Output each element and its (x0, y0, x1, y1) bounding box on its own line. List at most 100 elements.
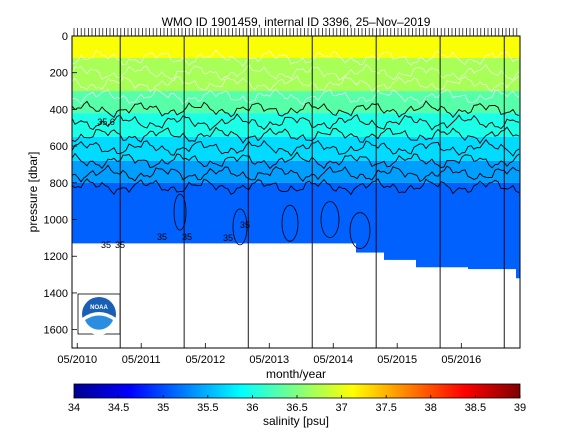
salinity-cell (228, 91, 233, 114)
salinity-cell (148, 58, 153, 92)
salinity-cell (312, 160, 317, 183)
salinity-cell (144, 136, 149, 161)
salinity-cell (408, 160, 413, 183)
salinity-cell (508, 160, 513, 183)
salinity-cell (192, 160, 197, 183)
salinity-cell (172, 113, 177, 137)
salinity-cell (80, 113, 85, 137)
salinity-cell (164, 182, 169, 244)
contour-loop (349, 212, 371, 249)
colorbar-tick-label: 36 (246, 402, 258, 414)
salinity-cell (276, 91, 281, 114)
salinity-cell (136, 182, 141, 244)
contour-labels: 35.6 35 35 35 35 35 35 (97, 117, 250, 250)
salinity-cell (124, 160, 129, 183)
salinity-cell (396, 36, 401, 59)
salinity-cell (244, 160, 249, 183)
y-axis-label: pressure [dbar] (26, 152, 40, 233)
salinity-cell (420, 160, 425, 183)
salinity-cell (84, 160, 89, 183)
salinity-cell (244, 36, 249, 59)
salinity-cell (516, 182, 520, 279)
salinity-cell (220, 136, 225, 161)
salinity-cell (408, 58, 413, 92)
salinity-cell (88, 182, 93, 244)
salinity-cell (108, 36, 113, 59)
salinity-cell (88, 58, 93, 92)
salinity-cell (380, 91, 385, 114)
salinity-cell (436, 160, 441, 183)
salinity-cell (468, 182, 473, 270)
salinity-cell (516, 58, 520, 92)
salinity-cell (376, 182, 381, 253)
salinity-cell (172, 58, 177, 92)
salinity-cell (432, 113, 437, 137)
salinity-cell (104, 136, 109, 161)
salinity-cell (92, 136, 97, 161)
salinity-cell (496, 160, 501, 183)
salinity-cell (388, 113, 393, 137)
salinity-cell (512, 160, 517, 183)
salinity-cell (248, 58, 253, 92)
salinity-cell (440, 136, 445, 161)
salinity-cell (504, 113, 509, 137)
salinity-cell (332, 182, 337, 244)
salinity-cell (80, 58, 85, 92)
salinity-cell (424, 182, 429, 268)
salinity-cell (380, 113, 385, 137)
salinity-cell (488, 160, 493, 183)
salinity-cell (392, 160, 397, 183)
salinity-cell (112, 182, 117, 244)
x-axis-label: month/year (266, 367, 326, 381)
salinity-cell (444, 182, 449, 268)
salinity-cell (156, 36, 161, 59)
colorbar-tick-label: 36.5 (286, 402, 307, 414)
salinity-cell (204, 182, 209, 244)
salinity-cell (508, 91, 513, 114)
salinity-cell (340, 136, 345, 161)
salinity-cell (168, 160, 173, 183)
salinity-cell (508, 113, 513, 137)
salinity-cell (236, 36, 241, 59)
salinity-cell (432, 91, 437, 114)
salinity-cell (160, 136, 165, 161)
salinity-cell (372, 160, 377, 183)
salinity-cell (116, 36, 121, 59)
salinity-cell (460, 113, 465, 137)
salinity-cell (472, 113, 477, 137)
salinity-cell (428, 113, 433, 137)
salinity-cell (264, 113, 269, 137)
salinity-cell (404, 36, 409, 59)
salinity-cell (320, 58, 325, 92)
salinity-cell (104, 91, 109, 114)
salinity-cell (388, 36, 393, 59)
salinity-cell (204, 58, 209, 92)
salinity-cell (392, 91, 397, 114)
salinity-cell (512, 182, 517, 270)
salinity-cell (128, 58, 133, 92)
salinity-cell (280, 91, 285, 114)
salinity-cell (416, 58, 421, 92)
salinity-cell (396, 136, 401, 161)
salinity-cell (152, 91, 157, 114)
salinity-cell (76, 136, 81, 161)
salinity-cell (496, 182, 501, 270)
salinity-cell (352, 113, 357, 137)
salinity-cell (180, 91, 185, 114)
salinity-cell (376, 160, 381, 183)
contour-line (72, 164, 520, 183)
salinity-cell (508, 136, 513, 161)
contour-line (72, 88, 520, 106)
salinity-cell (132, 58, 137, 92)
salinity-cell (268, 160, 273, 183)
salinity-cell (132, 36, 137, 59)
salinity-cell (252, 113, 257, 137)
salinity-cell (404, 91, 409, 114)
salinity-cell (252, 58, 257, 92)
salinity-cell (96, 36, 101, 59)
salinity-cell (236, 160, 241, 183)
salinity-cell (364, 36, 369, 59)
salinity-cell (484, 160, 489, 183)
salinity-cell (132, 136, 137, 161)
salinity-cell (512, 58, 517, 92)
